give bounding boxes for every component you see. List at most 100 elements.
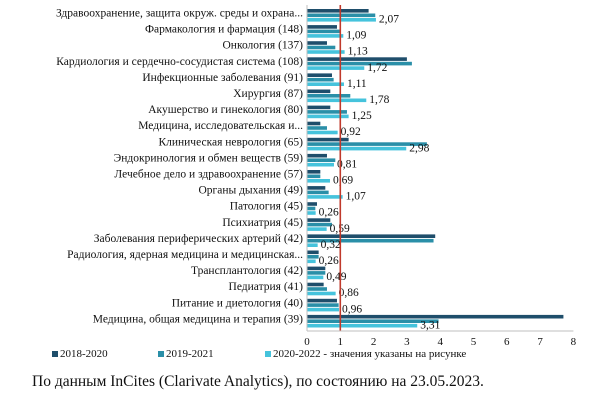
bar-2018-2020-4 [307, 57, 407, 61]
data-label: 0,81 [337, 158, 357, 170]
bar-2018-2020-10 [307, 153, 327, 158]
bar-2020-2022-4 [307, 66, 365, 70]
x-tick-label: 7 [537, 336, 543, 348]
bar-2020-2022-14 [307, 227, 327, 231]
bar-2019-2021-1 [307, 13, 376, 18]
bar-2018-2020-11 [307, 170, 321, 174]
bar-2018-2020-3 [307, 41, 327, 45]
bar-2020-2022-13 [307, 211, 316, 215]
category-label: Психиатрия (45) [222, 217, 303, 229]
data-label: 1,25 [352, 110, 372, 122]
data-label: 1,13 [348, 46, 368, 58]
data-label: 0,96 [342, 303, 362, 315]
bar-2018-2020-16 [307, 250, 319, 255]
x-tick-label: 5 [471, 336, 477, 348]
bar-2020-2022-6 [307, 98, 367, 103]
x-tick-label: 6 [504, 336, 510, 348]
x-tick-label: 2 [371, 336, 377, 348]
bar-2020-2022-5 [307, 82, 344, 86]
bar-2019-2021-2 [307, 29, 341, 34]
bar-2020-2022-9 [307, 146, 407, 151]
data-label: 1,78 [369, 94, 389, 106]
x-tick-label: 4 [437, 336, 443, 348]
category-label: Органы дыхания (49) [198, 185, 303, 197]
bar-2019-2021-19 [307, 303, 339, 307]
bar-2019-2021-3 [307, 45, 336, 50]
data-label: 0,32 [321, 239, 341, 251]
bar-2019-2021-7 [307, 110, 347, 114]
bar-2018-2020-12 [307, 186, 326, 190]
legend-swatch [158, 351, 164, 357]
legend-label: 2018-2020 [60, 348, 108, 360]
category-label: Заболевания периферических артерий (42) [94, 233, 303, 245]
bar-2020-2022-20 [307, 323, 418, 328]
bar-2020-2022-15 [307, 243, 318, 247]
bar-2018-2020-18 [307, 282, 324, 287]
bar-2018-2020-5 [307, 73, 332, 77]
data-label: 2,07 [379, 14, 399, 26]
bar-2018-2020-14 [307, 218, 331, 222]
bar-2019-2021-18 [307, 287, 327, 291]
bar-2020-2022-18 [307, 291, 336, 296]
bar-2020-2022-16 [307, 259, 316, 264]
category-label: Медицина, общая медицина и терапия (39) [93, 313, 303, 325]
bar-2019-2021-10 [307, 158, 336, 162]
bar-2018-2020-6 [307, 89, 331, 94]
bar-2019-2021-15 [307, 238, 434, 243]
bar-2019-2021-4 [307, 61, 412, 66]
bar-2020-2022-12 [307, 195, 343, 199]
bar-2019-2021-17 [307, 271, 326, 275]
bar-2018-2020-1 [307, 9, 369, 13]
data-label: 0,49 [326, 271, 346, 283]
category-label: Радиология, ядерная медицина и медицинск… [67, 249, 303, 261]
bar-2018-2020-20 [307, 314, 564, 319]
bar-2019-2021-20 [307, 319, 439, 323]
x-tick-label: 8 [571, 336, 577, 348]
category-label: Фармакология и фармация (148) [145, 24, 303, 36]
data-label: 1,07 [346, 191, 366, 203]
x-tick-label: 1 [338, 336, 344, 348]
bar-2020-2022-19 [307, 307, 339, 312]
x-tick-label: 0 [304, 336, 310, 348]
source-footnote: По данным InCites (Clarivate Analytics),… [32, 373, 484, 390]
category-label: Лечебное дело и здравоохранение (57) [114, 169, 303, 181]
data-label: 1,11 [347, 78, 367, 90]
bar-2019-2021-16 [307, 255, 319, 259]
category-label: Здравоохранение, защита окруж. среды и о… [56, 8, 303, 20]
bar-2020-2022-3 [307, 50, 345, 54]
category-label: Онкология (137) [223, 40, 304, 52]
bar-2020-2022-8 [307, 130, 338, 135]
bar-2020-2022-1 [307, 18, 376, 22]
category-label: Патология (45) [230, 201, 303, 213]
category-label: Питание и диетология (40) [172, 297, 303, 309]
bar-2020-2022-11 [307, 179, 330, 183]
bar-2018-2020-8 [307, 121, 321, 126]
bar-2019-2021-6 [307, 94, 351, 98]
bar-2019-2021-8 [307, 126, 327, 130]
bar-2019-2021-13 [307, 206, 316, 211]
category-label: Инфекционные заболевания (91) [142, 72, 303, 84]
bar-2020-2022-7 [307, 114, 349, 119]
bar-2019-2021-9 [307, 142, 427, 146]
bar-2020-2022-2 [307, 34, 344, 38]
legend-swatch [52, 351, 58, 357]
bar-2018-2020-19 [307, 298, 337, 303]
data-label: 0,26 [319, 255, 339, 267]
bar-2018-2020-17 [307, 266, 326, 271]
data-label: 1,72 [367, 62, 387, 74]
category-label: Кардиология и сердечно-сосудистая систем… [56, 56, 303, 68]
bar-2018-2020-13 [307, 202, 317, 206]
data-label: 3,31 [420, 319, 440, 331]
bar-2020-2022-10 [307, 162, 334, 167]
data-label: 0,86 [339, 287, 359, 299]
data-label: 0,26 [319, 207, 339, 219]
bar-2019-2021-12 [307, 190, 329, 195]
data-label: 0,92 [341, 126, 361, 138]
category-label: Трансплантология (42) [191, 265, 303, 277]
category-label: Клиническая неврология (65) [158, 136, 303, 148]
data-label: 0,69 [333, 175, 353, 187]
data-label: 1,09 [346, 30, 366, 42]
bar-2018-2020-2 [307, 25, 337, 29]
bar-2018-2020-15 [307, 234, 436, 238]
category-label: Эндокринология и обмен веществ (59) [114, 152, 304, 164]
